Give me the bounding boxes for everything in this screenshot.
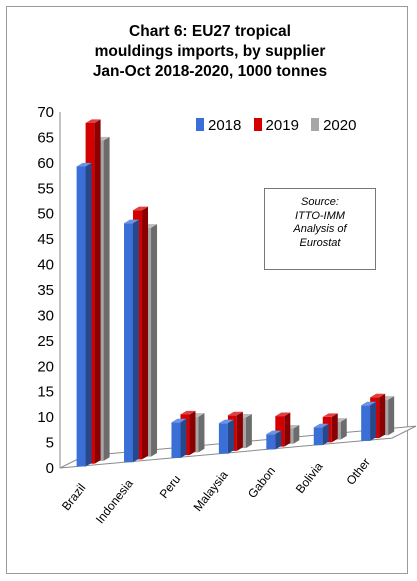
- legend-item-2020: 2020: [311, 117, 356, 134]
- y-tick-label: 40: [37, 257, 54, 274]
- bar-2018-indonesia: [124, 219, 140, 463]
- chart-title-line-3: Jan-Oct 2018-2020, 1000 tonnes: [92, 63, 328, 80]
- bar-2018-bolivia: [313, 423, 329, 446]
- source-line-3: Analysis of: [293, 223, 347, 235]
- y-tick-label: 60: [37, 155, 54, 172]
- legend: 2018 2019 2020: [196, 117, 364, 134]
- legend-item-2018: 2018: [196, 117, 241, 134]
- chart-title: Chart 6: EU27 tropical mouldings imports…: [40, 22, 380, 82]
- legend-label-2018: 2018: [208, 117, 242, 134]
- legend-item-2019: 2019: [253, 117, 299, 134]
- legend-label-2020: 2020: [323, 117, 357, 134]
- x-tick-label: Indonesia: [93, 476, 136, 526]
- y-tick-label: 35: [37, 282, 54, 299]
- source-line-1: Source:: [301, 196, 339, 208]
- legend-swatch-2019: [253, 118, 262, 131]
- y-tick-label: 25: [37, 333, 54, 350]
- source-line-4: Eurostat: [299, 236, 341, 249]
- y-tick-label: 45: [37, 231, 54, 248]
- chart-title-line-1: Chart 6: EU27 tropical: [129, 23, 291, 40]
- y-tick-label: 65: [37, 129, 54, 146]
- chart-title-line-2: mouldings imports, by supplier: [94, 43, 326, 60]
- x-tick-label: Peru: [157, 472, 184, 501]
- legend-swatch-2020: [311, 118, 320, 131]
- y-tick-label: 70: [37, 104, 54, 121]
- source-line-2: ITTO-IMM: [295, 209, 345, 222]
- bar-2018-peru: [171, 418, 187, 458]
- y-tick-label: 0: [46, 460, 54, 477]
- x-tick-label: Gabon: [245, 464, 278, 501]
- y-tick-label: 55: [37, 180, 54, 197]
- bar-2018-brazil: [76, 162, 92, 467]
- bar-2018-other: [361, 401, 377, 441]
- y-tick-label: 50: [37, 206, 54, 223]
- bars: [76, 119, 395, 467]
- x-tick-label: Other: [344, 455, 374, 487]
- bar-2018-malaysia: [218, 419, 234, 454]
- y-tick-label: 30: [37, 307, 54, 324]
- x-tick-label: Bolivia: [293, 459, 326, 496]
- chart-frame: [6, 6, 408, 574]
- bar-2018-gabon: [266, 430, 282, 450]
- y-tick-label: 15: [37, 384, 54, 401]
- source-note: Source: ITTO-IMM Analysis of Eurostat: [264, 188, 376, 270]
- legend-label-2019: 2019: [265, 117, 299, 134]
- y-tick-label: 5: [46, 435, 54, 452]
- y-tick-label: 10: [37, 409, 54, 426]
- x-tick-label: Malaysia: [191, 468, 231, 514]
- x-tick-label: Brazil: [59, 481, 89, 513]
- legend-swatch-2018: [196, 118, 204, 131]
- y-tick-label: 20: [37, 358, 54, 375]
